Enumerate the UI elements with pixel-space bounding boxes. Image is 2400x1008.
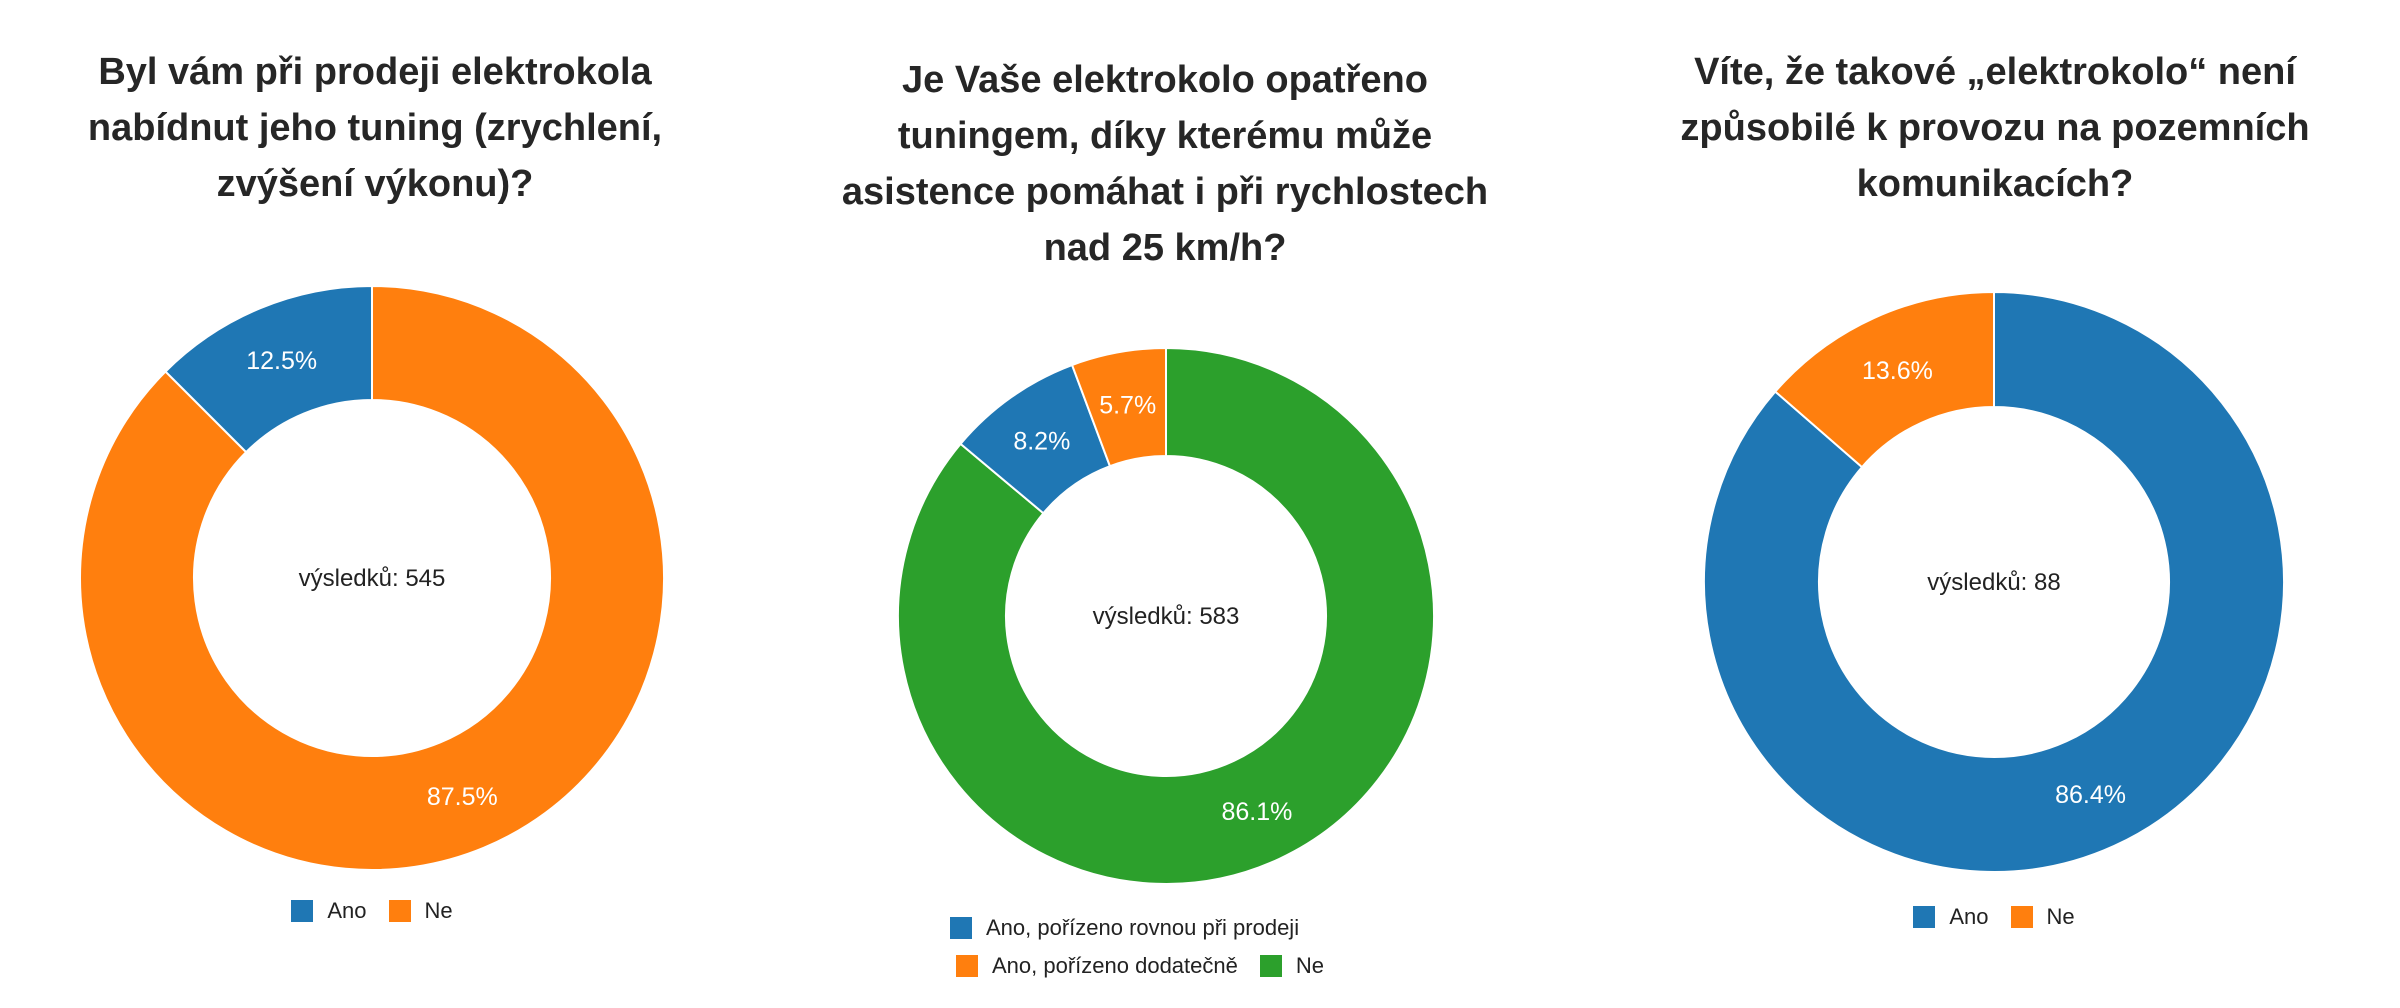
legend-swatch [950,917,972,939]
legend-swatch [291,900,314,922]
chart-3-slices: 86.4% 13.6% [1703,290,2285,873]
legend-label: Ne [424,898,453,923]
legend-item-ne[interactable]: Ne [388,898,453,924]
donut-slice[interactable] [897,346,1435,885]
slice-value-label: 8.2% [1013,427,1070,455]
chart-1-legend: Ano Ne [172,892,572,930]
legend-item-ne[interactable]: Ne [1259,953,1324,979]
donut-slice[interactable] [1773,290,1995,469]
chart-2-center-label: výsledků: 583 [1093,603,1240,630]
legend-swatch [1259,955,1282,977]
donut-slice[interactable] [1703,290,2285,873]
legend-swatch [956,955,978,977]
legend-item-ano[interactable]: Ano [291,898,367,924]
chart-2-slices: 86.1% 8.2% 5.7% [897,346,1435,885]
chart-2-legend: Ano, pořízeno rovnou při prodeji Ano, po… [900,909,1360,985]
legend-label: Ne [1295,953,1324,978]
legend-swatch [2010,906,2033,928]
legend-item-ano[interactable]: Ano [1913,904,1989,930]
donut-slice[interactable] [164,284,373,454]
slice-value-label: 87.5% [427,783,498,811]
chart-3-legend: Ano Ne [1794,898,2194,936]
legend-label: Ne [2046,904,2075,929]
legend-label: Ano, pořízeno rovnou při prodeji [986,915,1300,940]
slice-value-label: 13.6% [1862,357,1933,385]
chart-2-title: Je Vaše elektrokolo opatřeno tuningem, d… [841,59,1489,269]
legend-label: Ano [327,898,367,923]
donut-slice[interactable] [79,284,665,871]
slice-value-label: 12.5% [246,347,317,375]
legend-swatch [1913,906,1936,928]
legend-label: Ano, pořízeno dodatečně [992,953,1238,978]
legend-item-ano-pri-prodeji[interactable]: Ano, pořízeno rovnou při prodeji [950,915,1299,941]
chart-1-center-label: výsledků: 545 [299,565,446,592]
chart-1-slices: 87.5% 12.5% [79,284,665,871]
legend-item-ano-dodatecne[interactable]: Ano, pořízeno dodatečně [956,953,1238,979]
legend-swatch [388,900,411,922]
chart-3-title: Víte, že takové „elektrokolo“ není způso… [1680,51,2310,205]
chart-1-title: Byl vám při prodeji elektrokola nabídnut… [87,51,663,205]
legend-label: Ano [1949,904,1989,929]
legend-item-ne[interactable]: Ne [2010,904,2075,930]
chart-3-center-label: výsledků: 88 [1927,569,2060,596]
slice-value-label: 86.1% [1221,798,1292,826]
slice-value-label: 5.7% [1099,391,1156,419]
donut-slice[interactable] [1070,346,1167,468]
slice-value-label: 86.4% [2055,781,2126,809]
